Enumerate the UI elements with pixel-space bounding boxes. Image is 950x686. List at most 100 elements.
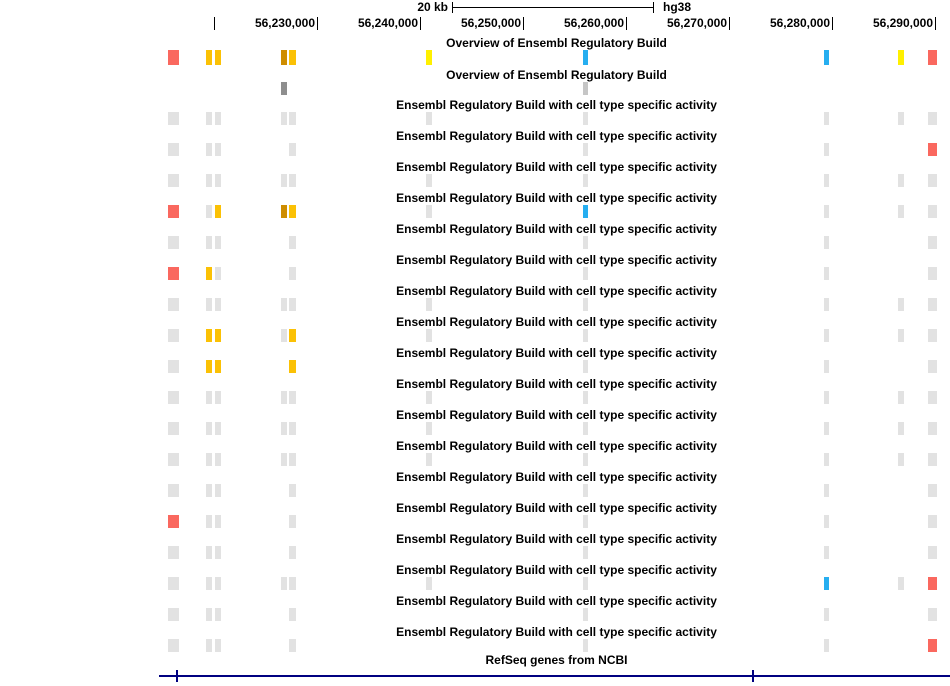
track-title[interactable]: Ensembl Regulatory Build with cell type … [396,253,717,267]
feature-block[interactable] [168,515,179,528]
feature-block[interactable] [928,143,937,156]
feature-block[interactable] [824,174,829,187]
feature-block[interactable] [898,50,904,65]
feature-block[interactable] [215,639,221,652]
feature-block[interactable] [583,515,588,528]
feature-block[interactable] [824,515,829,528]
feature-block[interactable] [824,546,829,559]
feature-block[interactable] [168,484,179,497]
feature-block[interactable] [583,143,588,156]
feature-block[interactable] [583,236,588,249]
feature-block[interactable] [426,329,432,342]
feature-block[interactable] [824,267,829,280]
feature-block[interactable] [206,515,212,528]
feature-block[interactable] [168,546,179,559]
feature-block[interactable] [928,267,937,280]
track-title[interactable]: Ensembl Regulatory Build with cell type … [396,532,717,546]
feature-block[interactable] [281,298,287,311]
feature-block[interactable] [289,329,296,342]
feature-block[interactable] [215,174,221,187]
feature-block[interactable] [206,205,212,218]
feature-block[interactable] [215,329,221,342]
feature-block[interactable] [289,267,296,280]
track-title[interactable]: Ensembl Regulatory Build with cell type … [396,315,717,329]
feature-block[interactable] [168,360,179,373]
feature-block[interactable] [168,608,179,621]
feature-block[interactable] [281,422,287,435]
feature-block[interactable] [206,360,212,373]
feature-block[interactable] [168,422,179,435]
track-title[interactable]: Overview of Ensembl Regulatory Build [446,36,667,50]
feature-block[interactable] [583,608,588,621]
feature-block[interactable] [168,298,179,311]
track-title[interactable]: Ensembl Regulatory Build with cell type … [396,160,717,174]
feature-block[interactable] [215,608,221,621]
refseq-exon-tick[interactable] [752,670,754,682]
feature-block[interactable] [928,112,937,125]
feature-block[interactable] [215,298,221,311]
refseq-track-title[interactable]: RefSeq genes from NCBI [485,653,628,667]
feature-block[interactable] [281,453,287,466]
feature-block[interactable] [824,608,829,621]
feature-block[interactable] [928,236,937,249]
feature-block[interactable] [289,577,296,590]
feature-block[interactable] [898,205,904,218]
feature-block[interactable] [206,236,212,249]
feature-block[interactable] [206,112,212,125]
feature-block[interactable] [426,453,432,466]
feature-block[interactable] [215,112,221,125]
feature-block[interactable] [824,143,829,156]
refseq-exon-tick[interactable] [176,670,178,682]
feature-block[interactable] [215,143,221,156]
feature-block[interactable] [289,143,296,156]
feature-block[interactable] [898,298,904,311]
track-title[interactable]: Ensembl Regulatory Build with cell type … [396,191,717,205]
track-title[interactable]: Ensembl Regulatory Build with cell type … [396,470,717,484]
feature-block[interactable] [898,453,904,466]
feature-block[interactable] [168,639,179,652]
feature-block[interactable] [168,577,179,590]
feature-block[interactable] [168,50,179,65]
feature-block[interactable] [215,422,221,435]
feature-block[interactable] [281,329,287,342]
feature-block[interactable] [824,422,829,435]
feature-block[interactable] [215,205,221,218]
feature-block[interactable] [281,82,287,95]
track-title[interactable]: Ensembl Regulatory Build with cell type … [396,439,717,453]
feature-block[interactable] [289,50,296,65]
track-title[interactable]: Ensembl Regulatory Build with cell type … [396,408,717,422]
feature-block[interactable] [281,391,287,404]
feature-block[interactable] [583,422,588,435]
feature-block[interactable] [206,50,212,65]
feature-block[interactable] [168,329,179,342]
feature-block[interactable] [928,577,937,590]
feature-block[interactable] [206,267,212,280]
feature-block[interactable] [289,174,296,187]
track-title[interactable]: Overview of Ensembl Regulatory Build [446,68,667,82]
feature-block[interactable] [289,360,296,373]
feature-block[interactable] [206,639,212,652]
feature-block[interactable] [426,112,432,125]
feature-block[interactable] [583,329,588,342]
feature-block[interactable] [289,391,296,404]
feature-block[interactable] [583,82,588,95]
feature-block[interactable] [928,174,937,187]
feature-block[interactable] [928,298,937,311]
feature-block[interactable] [824,112,829,125]
feature-block[interactable] [168,174,179,187]
feature-block[interactable] [206,391,212,404]
feature-block[interactable] [928,608,937,621]
feature-block[interactable] [583,267,588,280]
feature-block[interactable] [583,50,588,65]
feature-block[interactable] [168,236,179,249]
feature-block[interactable] [215,391,221,404]
feature-block[interactable] [583,546,588,559]
feature-block[interactable] [426,577,432,590]
feature-block[interactable] [289,484,296,497]
feature-block[interactable] [928,205,937,218]
feature-block[interactable] [898,329,904,342]
track-title[interactable]: Ensembl Regulatory Build with cell type … [396,377,717,391]
feature-block[interactable] [426,50,432,65]
feature-block[interactable] [215,50,221,65]
feature-block[interactable] [281,174,287,187]
